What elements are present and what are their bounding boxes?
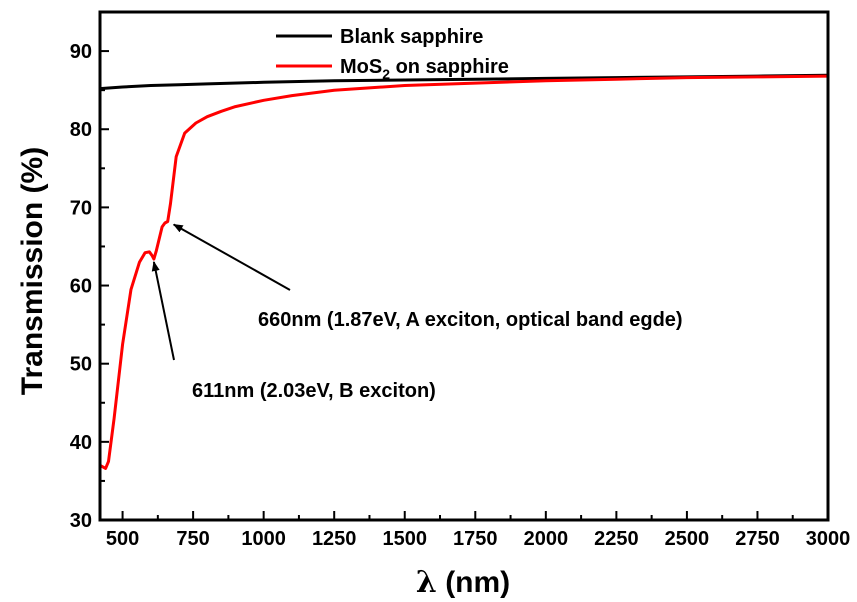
annotation-a-exciton: 660nm (1.87eV, A exciton, optical band e… [258, 309, 683, 331]
x-tick-label: 500 [106, 528, 139, 550]
annotation-arrow-a-exciton [172, 223, 291, 291]
y-axis-title: Transmission (%) [16, 147, 49, 395]
plot-frame [98, 10, 830, 522]
y-axis-ticks: 30 40 50 60 70 80 90 [70, 41, 109, 532]
x-tick-label: 1250 [312, 528, 357, 550]
y-tick-label: 40 [70, 432, 92, 454]
x-tick-label: 2750 [735, 528, 780, 550]
annotation-arrow-b-exciton [151, 260, 175, 361]
y-tick-label: 70 [70, 197, 92, 219]
legend-label-mos2-on-sapphire: MoS2 on sapphire [340, 56, 509, 82]
x-axis-title: λ (nm) [416, 565, 510, 600]
legend-label-blank-sapphire: Blank sapphire [340, 26, 483, 48]
y-tick-label: 80 [70, 119, 92, 141]
annotations: 660nm (1.87eV, A exciton, optical band e… [151, 223, 683, 402]
series-layer [99, 73, 829, 470]
x-tick-label: 2000 [524, 528, 569, 550]
x-tick-label: 1750 [453, 528, 498, 550]
y-tick-label: 90 [70, 41, 92, 63]
y-tick-label: 50 [70, 354, 92, 376]
y-tick-label: 60 [70, 276, 92, 298]
y-tick-label: 30 [70, 510, 92, 532]
x-tick-label: 2250 [594, 528, 639, 550]
annotation-b-exciton: 611nm (2.03eV, B exciton) [192, 380, 436, 402]
legend: Blank sapphire MoS2 on sapphire [276, 26, 509, 82]
x-tick-label: 1500 [382, 528, 427, 550]
x-tick-label: 750 [176, 528, 209, 550]
x-tick-label: 2500 [665, 528, 710, 550]
x-tick-label: 3000 [806, 528, 851, 550]
series-line-1 [99, 74, 829, 470]
x-tick-label: 1000 [241, 528, 286, 550]
x-axis-ticks: 500 750 1000 1250 1500 1750 2000 2250 2500 2750 30… [106, 511, 850, 550]
